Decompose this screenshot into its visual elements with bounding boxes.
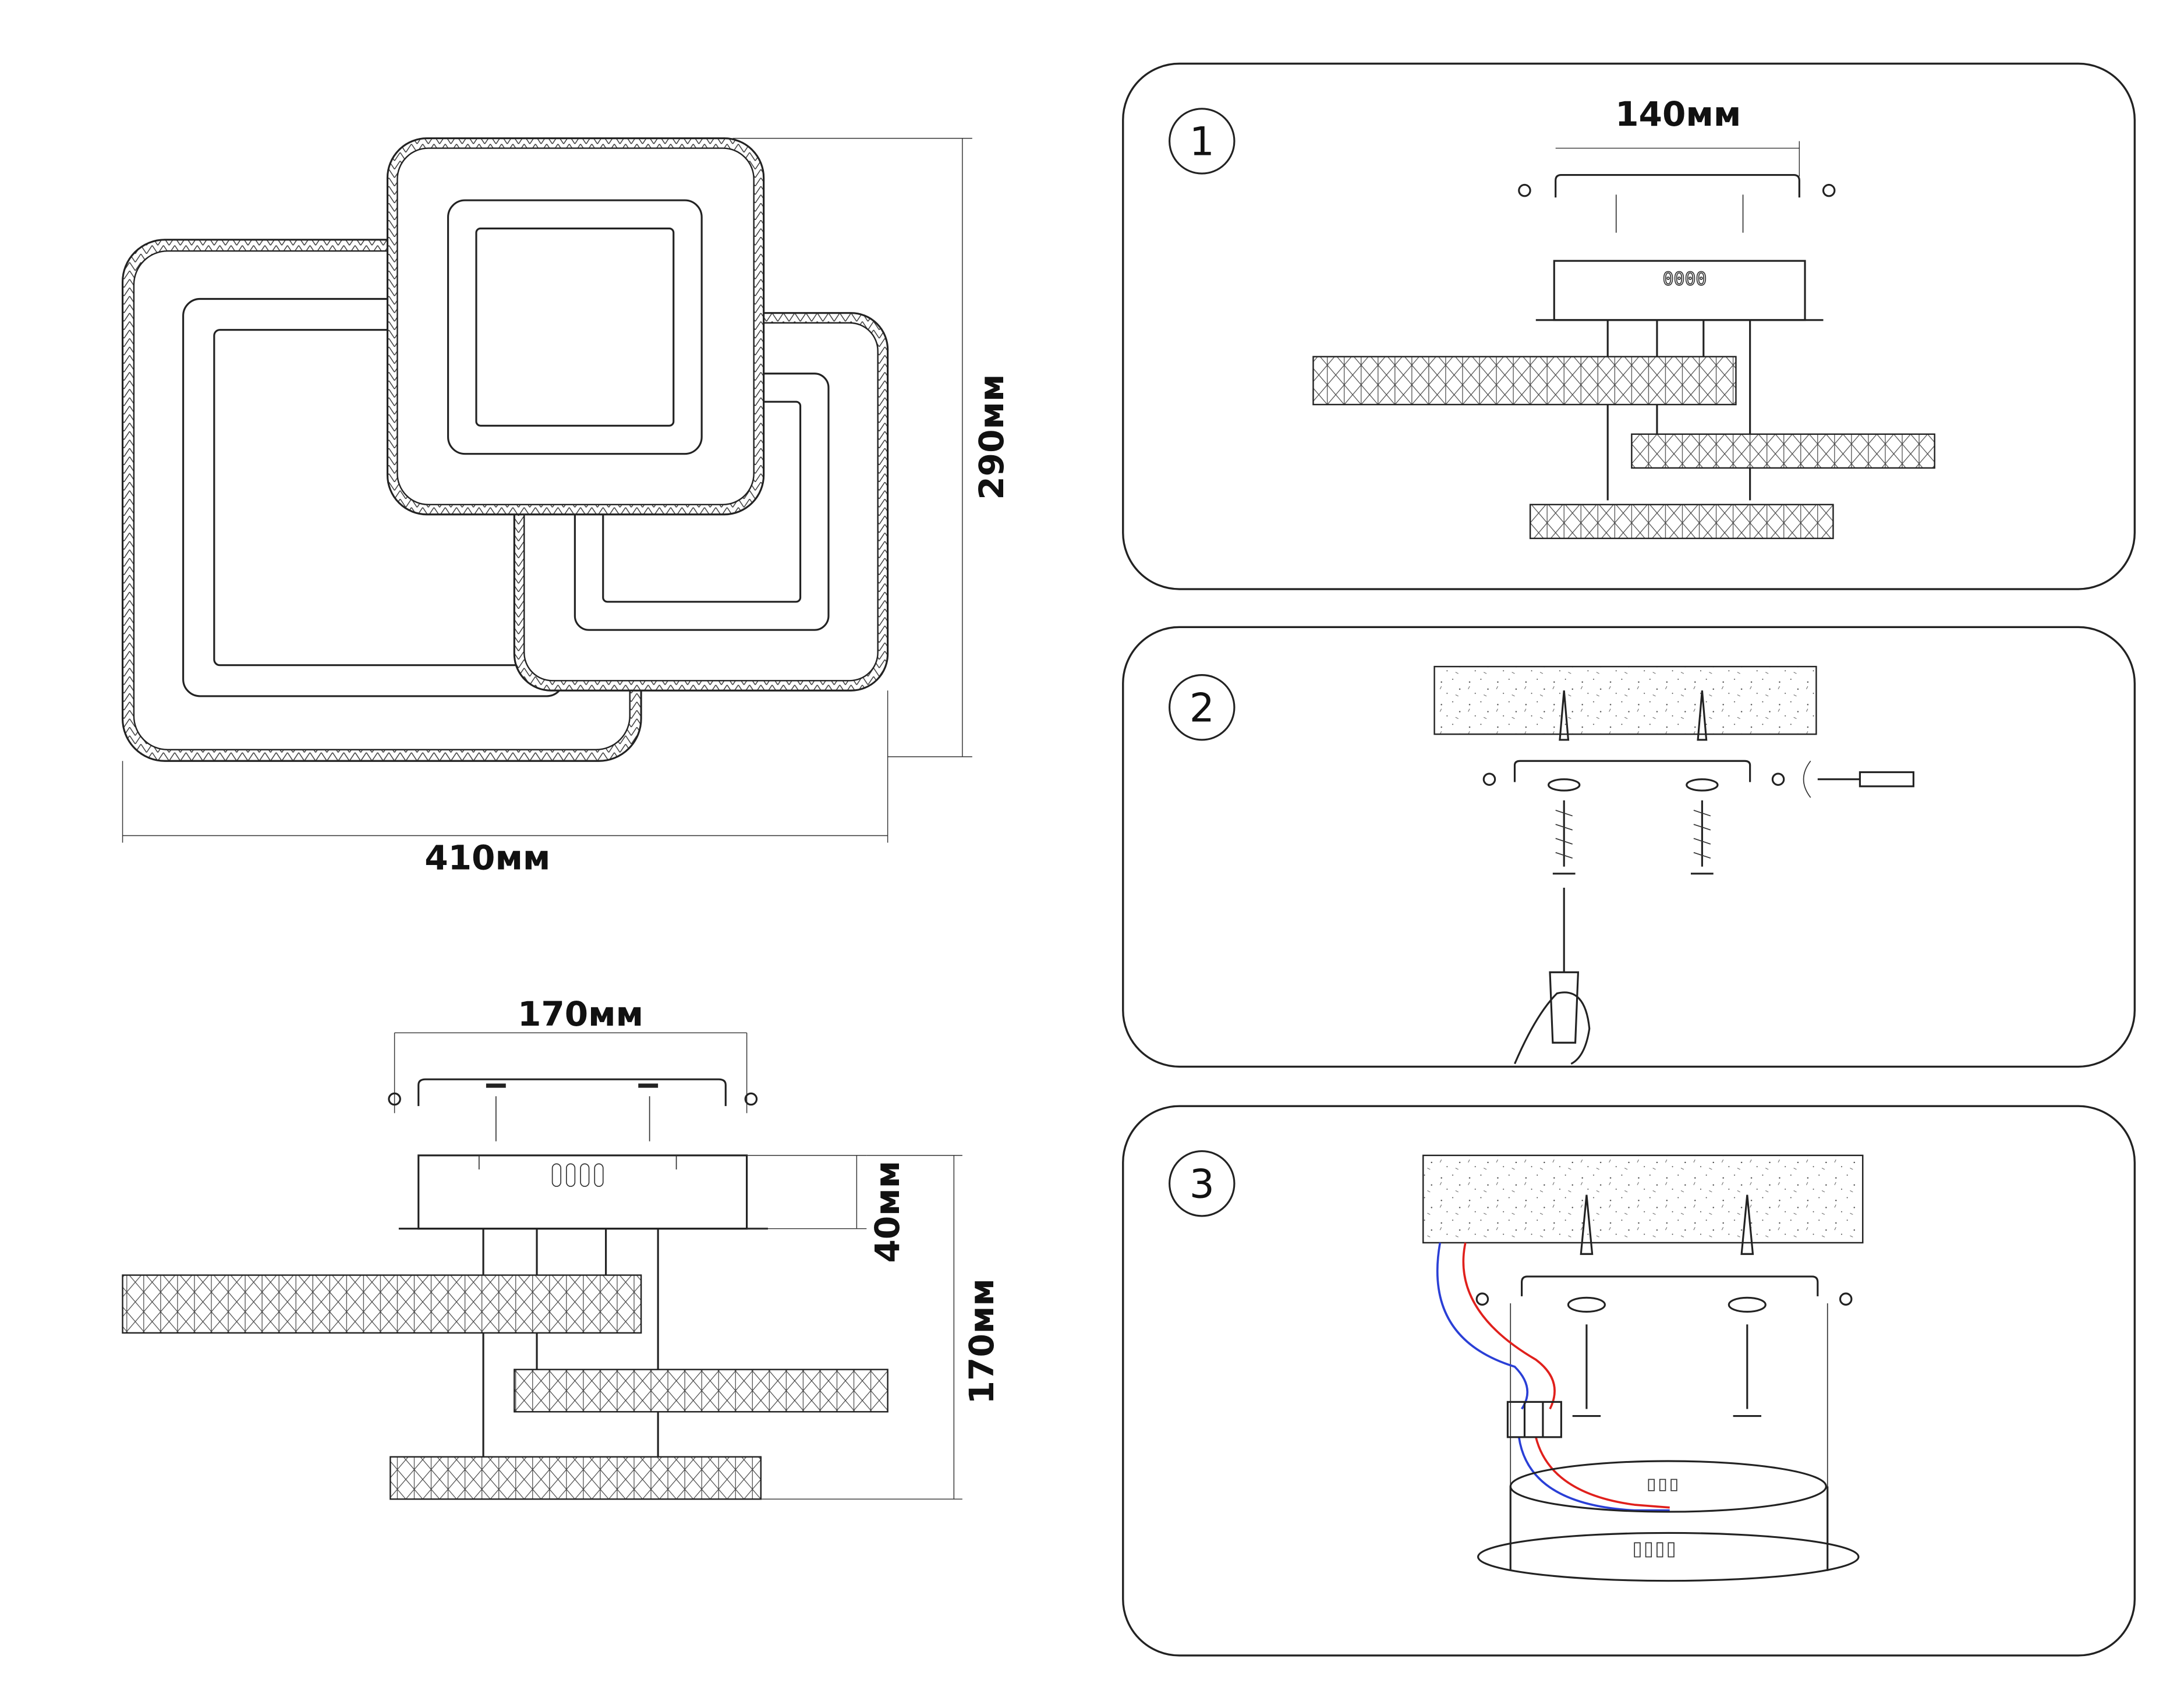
live-wire (1462, 1242, 1670, 1509)
step-number: 1 (1190, 119, 1215, 165)
dimension-label: 410мм (424, 838, 550, 878)
top-view: 290мм 410мм (121, 137, 1011, 878)
dimension-label: 170мм (962, 1278, 1001, 1404)
step-3-panel: 3 (1122, 1105, 2136, 1657)
dimension-height: 290мм (732, 137, 1011, 757)
screwdriver-icon (1514, 760, 1914, 1065)
svg-text:0000: 0000 (1663, 268, 1707, 289)
crystal-band-middle (514, 1369, 889, 1413)
dimension-label: 40мм (868, 1161, 907, 1263)
dimension-label: 290мм (972, 374, 1011, 500)
terminal-block (1506, 1401, 1562, 1438)
mounting-bracket (388, 1078, 758, 1142)
driver-box (398, 1154, 768, 1230)
step-number: 2 (1190, 685, 1215, 731)
step-number: 3 (1190, 1161, 1215, 1207)
dimension-label: 170мм (518, 994, 643, 1034)
crystal-band-bottom (390, 1456, 762, 1500)
crystal-band-top (122, 1274, 642, 1334)
step-2-panel: 2 (1122, 626, 2136, 1068)
dimension-label: 140мм (1615, 94, 1741, 134)
ceiling (1422, 1154, 1864, 1244)
ceiling (1433, 665, 1817, 735)
canopy (1477, 1460, 1860, 1582)
square-top (386, 137, 765, 516)
neutral-wire (1436, 1242, 1670, 1512)
side-view: 170мм 40мм 170мм (122, 994, 1001, 1500)
dimension-width: 410мм (122, 690, 889, 878)
step-1-panel: 1 140мм 0000 (1122, 62, 2136, 590)
